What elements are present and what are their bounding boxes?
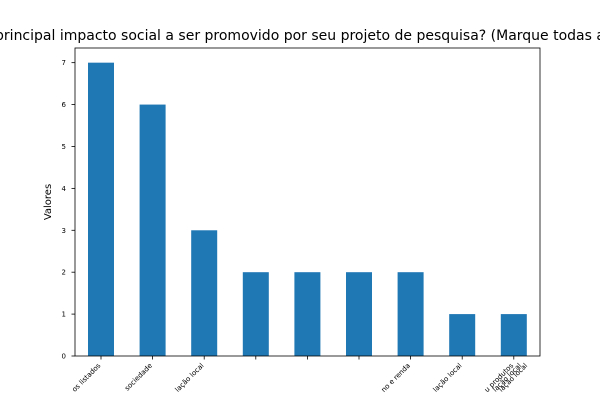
bar-7 bbox=[449, 314, 476, 356]
y-axis: 0 1 2 3 4 5 6 7 bbox=[62, 59, 75, 361]
bar-1 bbox=[139, 104, 166, 356]
y-tick-label: 5 bbox=[62, 143, 66, 151]
y-tick-label: 7 bbox=[62, 59, 66, 67]
bar-2 bbox=[191, 230, 218, 356]
y-tick-label: 3 bbox=[62, 227, 66, 235]
bar-0 bbox=[88, 62, 114, 357]
x-tick-label: os listados bbox=[71, 362, 103, 394]
y-tick-label: 2 bbox=[62, 269, 66, 277]
y-tick-label: 4 bbox=[62, 185, 67, 193]
x-tick-label: lação local bbox=[174, 362, 206, 394]
x-tick-label: no e renda bbox=[380, 362, 412, 394]
plot-frame bbox=[74, 47, 541, 357]
y-tick-label: 0 bbox=[62, 353, 66, 361]
chart-title: principal impacto social a ser promovido… bbox=[0, 28, 600, 44]
bar-4 bbox=[294, 272, 321, 356]
bar-3 bbox=[242, 272, 269, 356]
bars-group bbox=[88, 62, 527, 357]
y-tick-label: 1 bbox=[62, 311, 66, 319]
x-axis: os listados sociedade lação local no e rend… bbox=[71, 356, 529, 394]
y-tick-label: 6 bbox=[62, 101, 67, 109]
y-axis-title: Valores bbox=[43, 184, 54, 220]
bar-6 bbox=[397, 272, 424, 356]
bar-8 bbox=[500, 314, 527, 356]
x-tick-label: sociedade bbox=[123, 362, 154, 393]
bar-5 bbox=[346, 272, 372, 356]
x-tick-label: lação local bbox=[432, 362, 464, 394]
